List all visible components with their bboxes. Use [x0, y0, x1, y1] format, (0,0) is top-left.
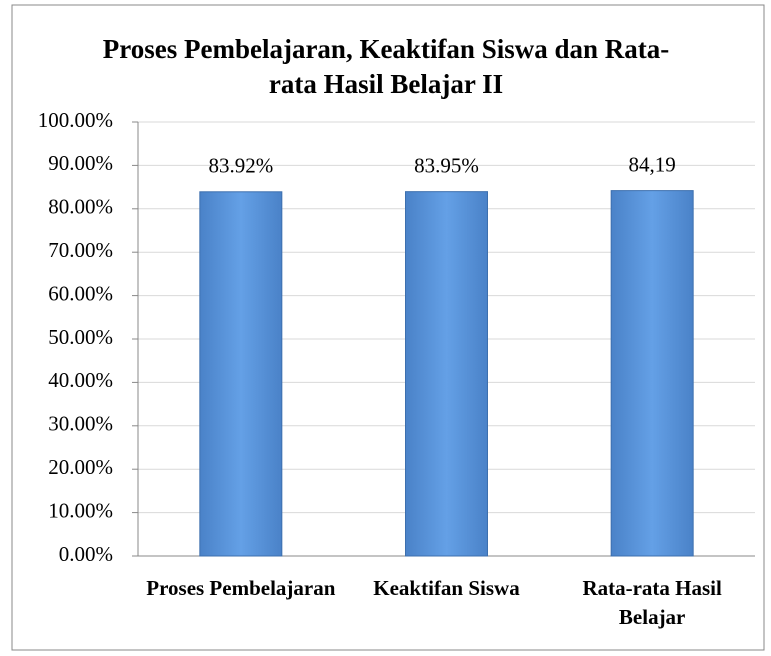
- bar: [610, 190, 694, 557]
- y-tick-label: 30.00%: [48, 412, 113, 436]
- y-tick-label: 70.00%: [48, 238, 113, 262]
- x-tick-label: Proses Pembelajaran: [146, 576, 336, 600]
- y-tick-label: 40.00%: [48, 368, 113, 392]
- chart-title: Proses Pembelajaran, Keaktifan Siswa dan…: [102, 34, 670, 99]
- value-label: 84,19: [629, 152, 676, 176]
- x-tick-label: Keaktifan Siswa: [373, 576, 520, 600]
- y-tick-label: 20.00%: [48, 455, 113, 479]
- x-tick-label: Rata-rata Hasil Belajar: [582, 576, 722, 629]
- y-tick-label: 10.00%: [48, 498, 113, 522]
- chart-border: [11, 4, 765, 651]
- y-tick-label: 80.00%: [48, 195, 113, 219]
- value-label: 83.92%: [208, 154, 273, 178]
- y-tick-label: 60.00%: [48, 281, 113, 305]
- y-tick-label: 100.00%: [38, 108, 113, 132]
- value-label: 83.95%: [414, 153, 479, 177]
- bar: [199, 191, 283, 557]
- y-tick-label: 0.00%: [59, 542, 113, 566]
- bar: [405, 191, 488, 557]
- y-tick-label: 90.00%: [48, 151, 113, 175]
- y-tick-label: 50.00%: [48, 325, 113, 349]
